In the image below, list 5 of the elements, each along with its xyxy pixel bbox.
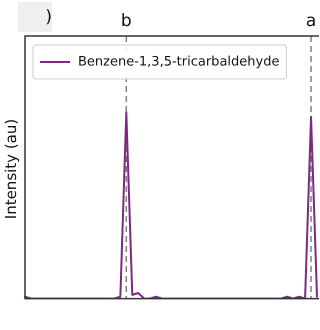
legend-label: Benzene-1,3,5-tricarbaldehyde (78, 54, 280, 70)
text: ) (18, 2, 52, 32)
y-axis-title: Intensity (au) (2, 118, 20, 222)
text: b (120, 10, 132, 31)
text: a (306, 10, 316, 31)
